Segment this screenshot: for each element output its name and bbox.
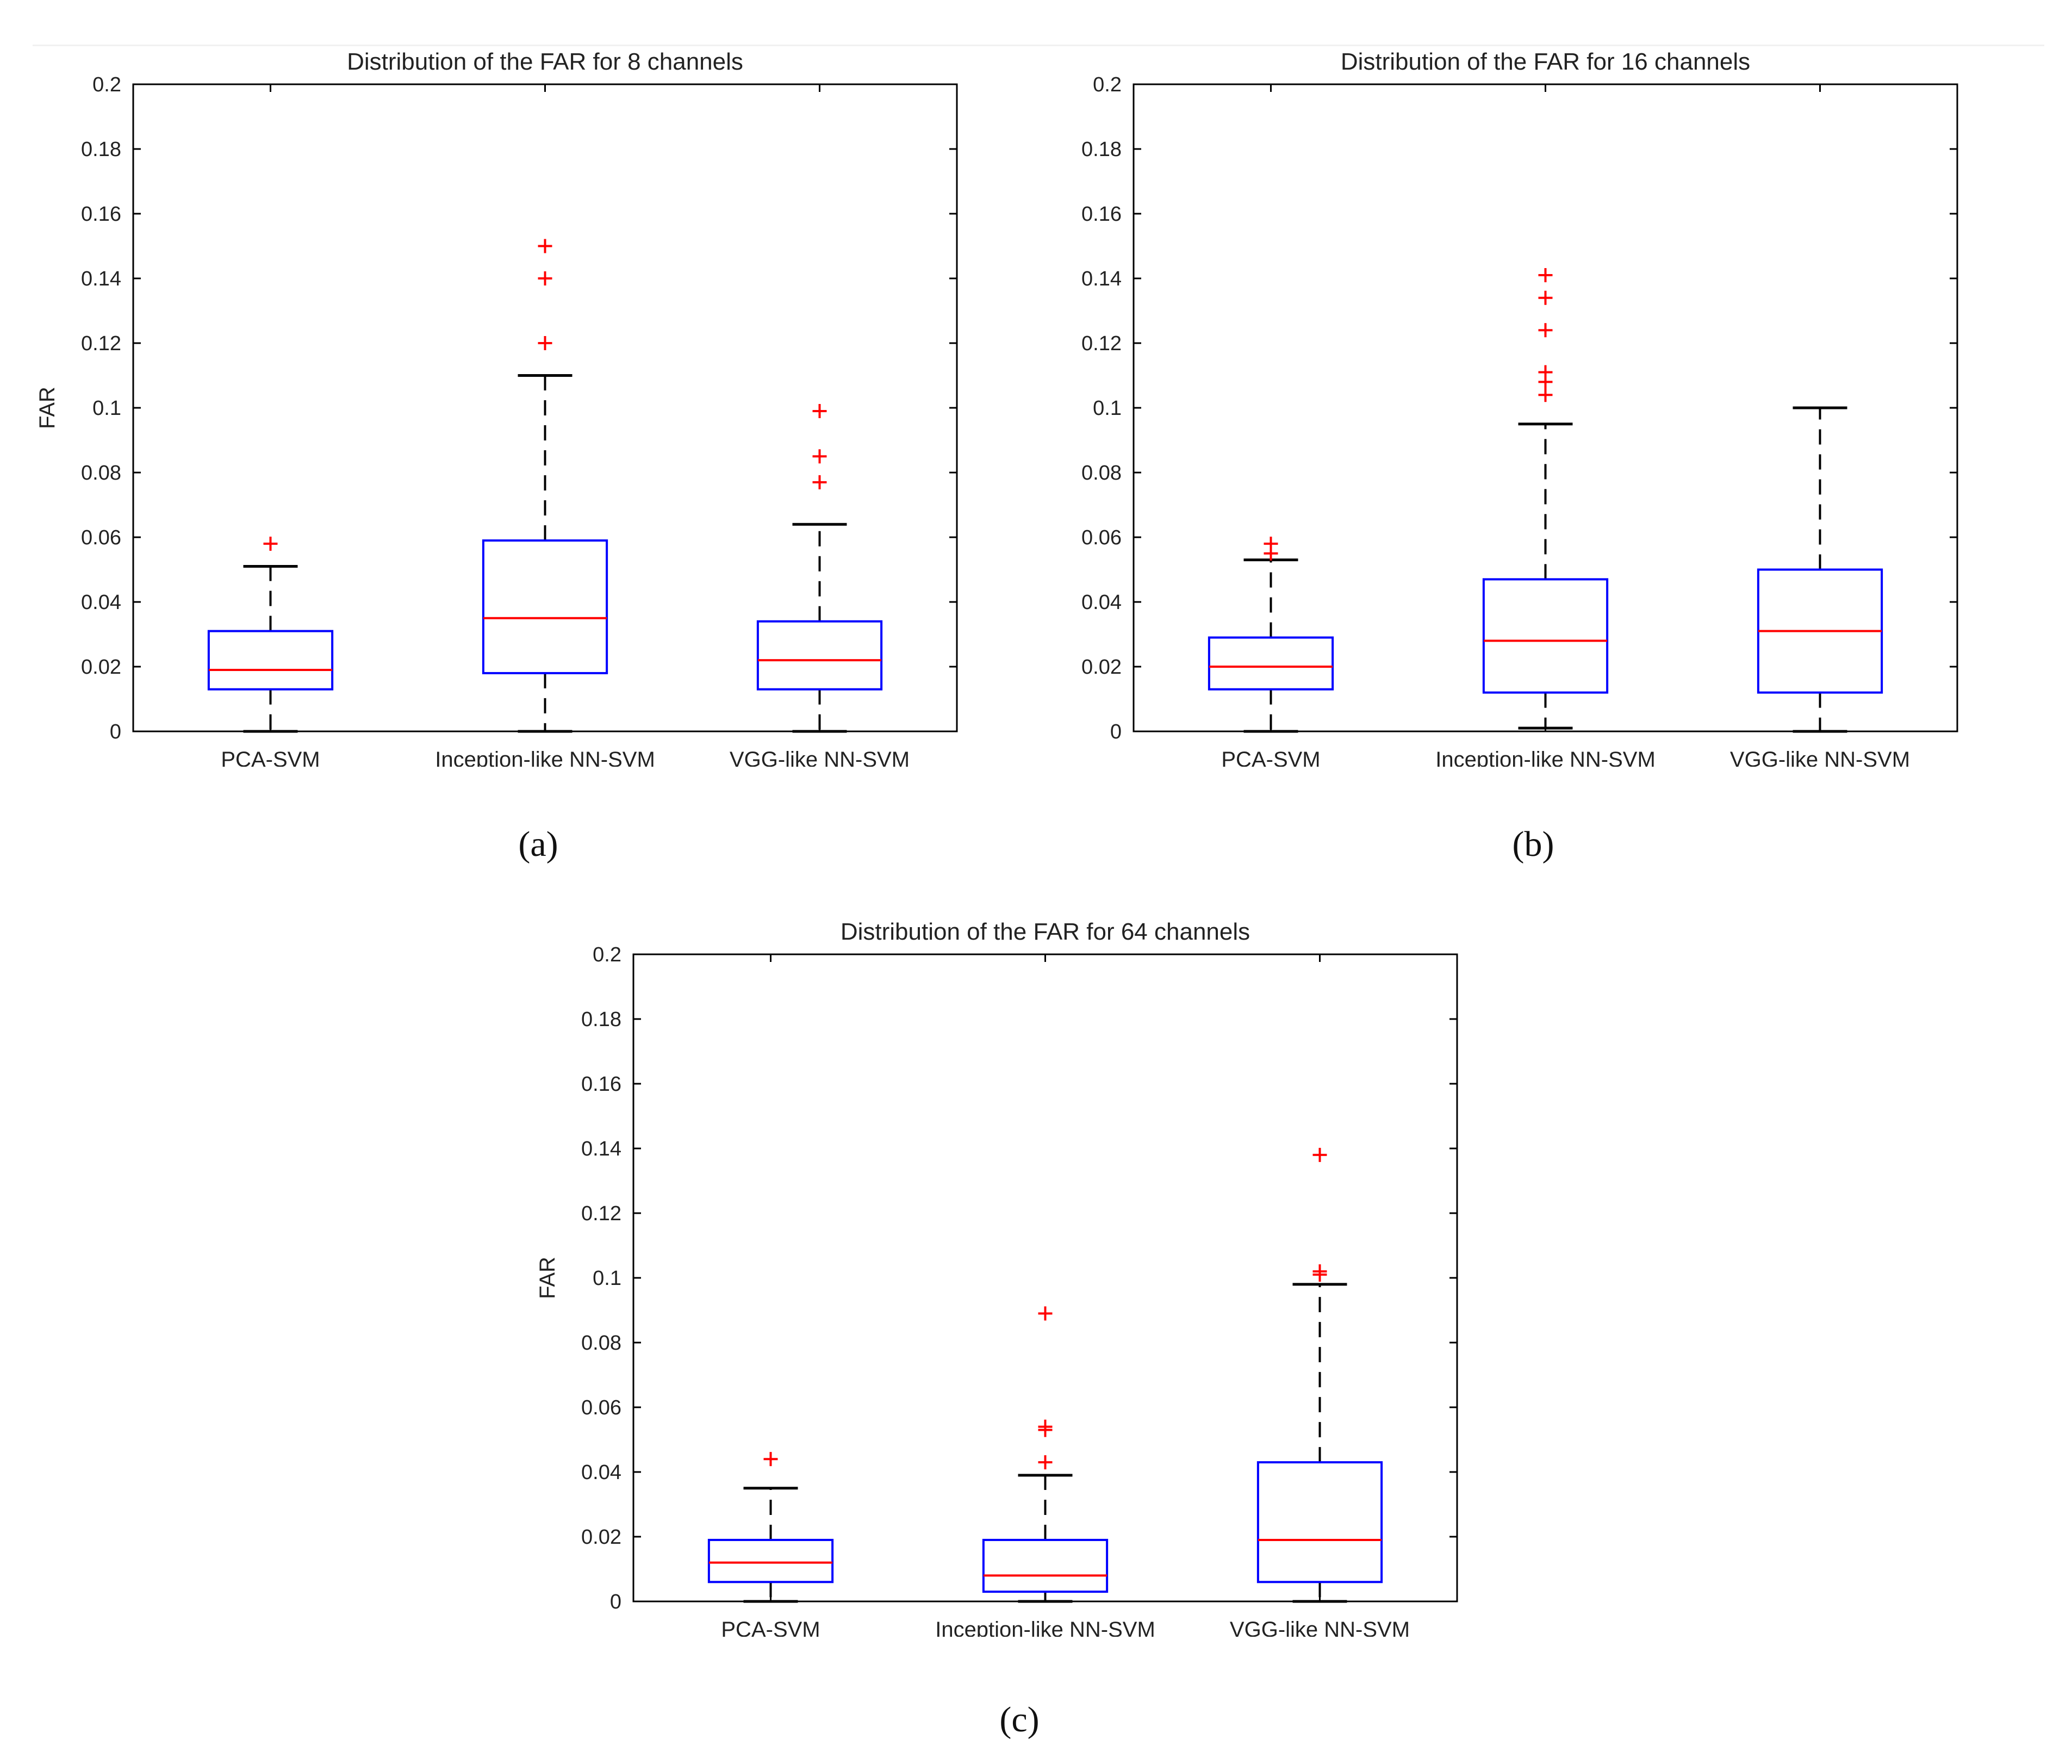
y-tick-label: 0.14 <box>81 268 121 290</box>
x-tick-label: PCA-SVM <box>221 748 320 767</box>
outlier-marker <box>763 1452 778 1467</box>
y-axis-label: FAR <box>35 387 59 429</box>
y-tick-label: 0.08 <box>1081 462 1122 485</box>
y-tick-label: 0.04 <box>1081 591 1122 614</box>
y-tick-label: 0.2 <box>92 73 121 96</box>
iqr-box <box>756 620 883 691</box>
y-tick-label: 0.12 <box>581 1202 621 1225</box>
x-tick-label: VGG-like NN-SVM <box>1730 748 1910 767</box>
x-tick-label: VGG-like NN-SVM <box>730 748 910 767</box>
y-tick-label: 0.1 <box>1093 397 1122 420</box>
iqr-box <box>982 1538 1109 1593</box>
y-tick-label: 0.16 <box>1081 203 1122 226</box>
y-tick-label: 0.02 <box>1081 656 1122 679</box>
y-tick-label: 0.12 <box>81 332 121 355</box>
chart-panel-64-channels: Distribution of the FAR for 64 channels 0… <box>533 908 1468 1642</box>
iqr-box <box>1208 636 1334 691</box>
outlier-marker <box>812 475 827 489</box>
x-tick-label: VGG-like NN-SVM <box>1230 1618 1410 1637</box>
y-tick-label: 0.18 <box>81 138 121 161</box>
caption-a: (a) <box>518 824 558 864</box>
y-tick-label: 0.14 <box>1081 268 1122 290</box>
y-tick-label: 0.14 <box>581 1138 621 1160</box>
y-tick-label: 0.18 <box>1081 138 1122 161</box>
boxplot-16-channels: Distribution of the FAR for 16 channels 0… <box>1081 48 1958 772</box>
chart-panel-16-channels: Distribution of the FAR for 16 channels 0… <box>1033 38 1968 772</box>
y-axis-label: FAR <box>536 1257 559 1299</box>
y-tick-label: 0.02 <box>81 656 121 679</box>
x-tick-label: PCA-SVM <box>1221 748 1320 767</box>
iqr-box <box>207 630 334 691</box>
outlier-marker <box>538 239 552 253</box>
y-tick-label: 0.2 <box>1093 73 1122 96</box>
y-tick-label: 0 <box>110 720 121 743</box>
y-tick-label: 0.06 <box>81 526 121 549</box>
outlier-marker <box>1038 1306 1053 1321</box>
caption-c: (c) <box>999 1700 1040 1740</box>
outlier-marker <box>538 271 552 285</box>
outlier-marker <box>1538 290 1553 305</box>
y-tick-label: 0.1 <box>593 1267 621 1290</box>
chart-panel-8-channels: Distribution of the FAR for 8 channels 0 0… <box>33 38 968 772</box>
x-tick-label: Inception-like NN-SVM <box>1435 748 1656 767</box>
y-tick-label: 0.12 <box>1081 332 1122 355</box>
y-tick-label: 0.08 <box>581 1332 621 1355</box>
y-tick-label: 0 <box>610 1591 621 1613</box>
outlier-marker <box>1538 268 1553 283</box>
y-tick-label: 0.06 <box>581 1396 621 1419</box>
boxplot-64-channels: Distribution of the FAR for 64 channels 0… <box>536 918 1458 1642</box>
chart-title: Distribution of the FAR for 16 channels <box>1341 48 1750 75</box>
x-tick-label: Inception-like NN-SVM <box>935 1618 1155 1637</box>
y-tick-label: 0.16 <box>81 203 121 226</box>
chart-title: Distribution of the FAR for 8 channels <box>347 48 743 75</box>
x-tick-label: Inception-like NN-SVM <box>435 748 655 767</box>
caption-b: (b) <box>1512 824 1554 864</box>
y-tick-label: 0.2 <box>593 943 621 966</box>
outlier-marker <box>263 536 278 551</box>
chart-title: Distribution of the FAR for 64 channels <box>841 918 1250 945</box>
iqr-box <box>1482 578 1609 694</box>
outlier-marker <box>812 449 827 464</box>
outlier-marker <box>1538 365 1553 380</box>
outlier-marker <box>1312 1264 1327 1279</box>
y-tick-label: 0.1 <box>92 397 121 420</box>
outlier-marker <box>812 403 827 418</box>
iqr-box <box>482 539 608 674</box>
outlier-marker <box>1038 1419 1053 1434</box>
y-tick-label: 0.16 <box>581 1073 621 1096</box>
outlier-marker <box>1312 1147 1327 1162</box>
y-tick-label: 0.06 <box>1081 526 1122 549</box>
boxplot-8-channels: Distribution of the FAR for 8 channels 0 0… <box>35 48 958 772</box>
y-tick-label: 0.02 <box>581 1526 621 1549</box>
top-divider <box>33 45 2044 46</box>
iqr-box <box>1256 1461 1383 1583</box>
y-tick-label: 0.18 <box>581 1008 621 1031</box>
x-tick-label: PCA-SVM <box>721 1618 820 1637</box>
outlier-marker <box>538 336 552 350</box>
y-tick-label: 0.04 <box>581 1461 621 1484</box>
outlier-marker <box>1538 323 1553 338</box>
y-tick-label: 0.04 <box>81 591 121 614</box>
y-tick-label: 0.08 <box>81 462 121 485</box>
outlier-marker <box>1264 536 1278 551</box>
outlier-marker <box>1538 388 1553 402</box>
iqr-box <box>707 1538 834 1583</box>
y-tick-label: 0 <box>1110 720 1122 743</box>
outlier-marker <box>1038 1455 1053 1470</box>
